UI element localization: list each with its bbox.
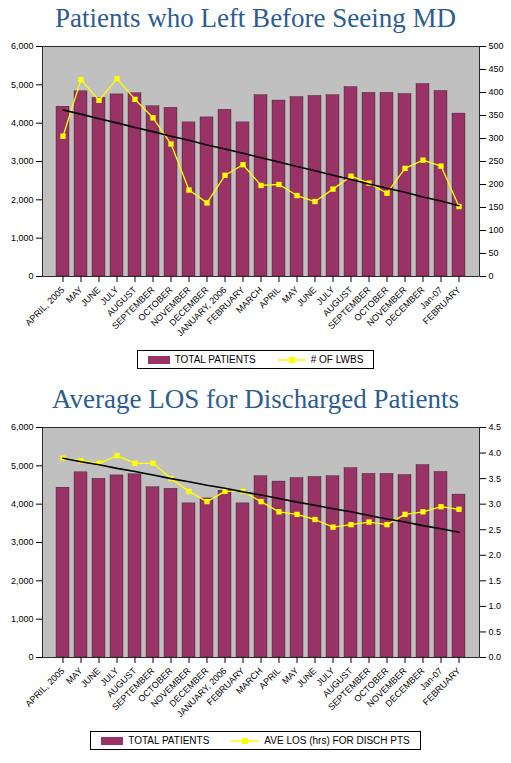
svg-text:FEBRUARY: FEBRUARY [421,285,463,327]
svg-text:6,000: 6,000 [11,41,34,51]
html-text:TOTAL PATIENTS: TOTAL PATIENTS [128,735,210,746]
svg-text:MAY: MAY [64,665,85,687]
svg-text:APRIL: APRIL [257,285,282,310]
svg-text:0: 0 [489,271,494,281]
html-text:Patients who Left Before Seein: Patients who Left Before Seeing MD [54,3,457,33]
svg-text:3,000: 3,000 [11,537,34,547]
svg-text:1,000: 1,000 [11,233,34,243]
svg-text:MARCH: MARCH [234,665,265,697]
svg-text:0: 0 [28,271,33,281]
svg-text:400: 400 [489,87,504,97]
svg-text:FEBRUARY: FEBRUARY [204,284,247,327]
svg-text:NOVEMBER: NOVEMBER [365,665,409,710]
svg-text:AUGUST: AUGUST [320,665,355,700]
svg-text:OCTOBER: OCTOBER [136,284,175,324]
html-text:# OF LWBS: # OF LWBS [310,354,364,365]
svg-text:50: 50 [489,248,499,258]
svg-text:250: 250 [489,156,504,166]
svg-text:APRIL: APRIL [257,666,282,691]
svg-text:MARCH: MARCH [234,284,265,316]
svg-text:1.5: 1.5 [489,576,502,586]
svg-text:MAY: MAY [64,284,85,306]
svg-text:DECEMBER: DECEMBER [167,284,211,328]
svg-text:JULY: JULY [98,665,121,688]
svg-text:FEBRUARY: FEBRUARY [204,665,247,708]
svg-text:OCTOBER: OCTOBER [136,665,175,705]
svg-text:6,000: 6,000 [11,422,34,432]
svg-text:AUGUST: AUGUST [320,284,355,319]
svg-text:300: 300 [489,133,504,143]
svg-text:100: 100 [489,225,504,235]
svg-text:0.0: 0.0 [489,652,502,662]
svg-text:4.0: 4.0 [489,448,502,458]
svg-text:5,000: 5,000 [11,461,34,471]
svg-text:5,000: 5,000 [11,80,34,90]
svg-text:150: 150 [489,202,504,212]
svg-text:JANUARY, 2006: JANUARY, 2006 [174,665,229,720]
svg-text:3.0: 3.0 [489,499,502,509]
svg-text:1.0: 1.0 [489,601,502,611]
svg-text:JULY: JULY [314,665,337,688]
svg-text:2,000: 2,000 [11,195,34,205]
svg-text:OCTOBER: OCTOBER [352,665,391,705]
svg-text:4,000: 4,000 [11,118,34,128]
svg-text:3.5: 3.5 [489,473,502,483]
svg-text:4,000: 4,000 [11,499,34,509]
svg-text:3,000: 3,000 [11,156,34,166]
html-text:TOTAL PATIENTS: TOTAL PATIENTS [174,354,256,365]
svg-text:SEPTEMBER: SEPTEMBER [326,665,373,712]
svg-text:Jan-07: Jan-07 [417,284,445,312]
svg-text:200: 200 [489,179,504,189]
svg-text:AUGUST: AUGUST [104,284,139,319]
svg-text:JUNE: JUNE [295,285,319,309]
svg-text:MAY: MAY [280,284,301,306]
svg-text:500: 500 [489,41,504,51]
svg-text:JANUARY, 2006: JANUARY, 2006 [174,284,229,339]
svg-text:OCTOBER: OCTOBER [352,284,391,324]
svg-text:2.0: 2.0 [489,550,502,560]
html-text:AVE LOS (hrs) FOR DISCH PTS: AVE LOS (hrs) FOR DISCH PTS [264,735,410,746]
svg-text:NOVEMBER: NOVEMBER [149,665,193,710]
svg-text:2,000: 2,000 [11,576,34,586]
svg-text:APRIL, 2005: APRIL, 2005 [23,285,66,328]
svg-text:JUNE: JUNE [295,666,319,690]
svg-text:Jan-07: Jan-07 [417,665,445,693]
svg-text:SEPTEMBER: SEPTEMBER [326,284,373,331]
svg-text:JULY: JULY [98,284,121,307]
svg-text:DECEMBER: DECEMBER [383,665,427,709]
svg-text:0.5: 0.5 [489,627,502,637]
html-text:Average LOS for Discharged Pat: Average LOS for Discharged Patients [52,384,459,414]
svg-text:MAY: MAY [280,665,301,687]
svg-text:JULY: JULY [314,284,337,307]
svg-text:SEPTEMBER: SEPTEMBER [110,665,157,712]
svg-text:450: 450 [489,64,504,74]
svg-text:NOVEMBER: NOVEMBER [365,284,409,329]
svg-text:4.5: 4.5 [489,422,502,432]
svg-text:AUGUST: AUGUST [104,665,139,700]
svg-text:SEPTEMBER: SEPTEMBER [110,284,157,331]
svg-text:JUNE: JUNE [79,666,103,690]
svg-text:APRIL, 2005: APRIL, 2005 [23,666,66,709]
svg-text:0: 0 [28,652,33,662]
svg-text:NOVEMBER: NOVEMBER [149,284,193,329]
svg-text:FEBRUARY: FEBRUARY [421,666,463,708]
svg-text:350: 350 [489,110,504,120]
svg-text:JUNE: JUNE [79,285,103,309]
svg-text:1,000: 1,000 [11,614,34,624]
svg-text:DECEMBER: DECEMBER [167,665,211,709]
svg-text:DECEMBER: DECEMBER [383,284,427,328]
svg-text:2.5: 2.5 [489,525,502,535]
